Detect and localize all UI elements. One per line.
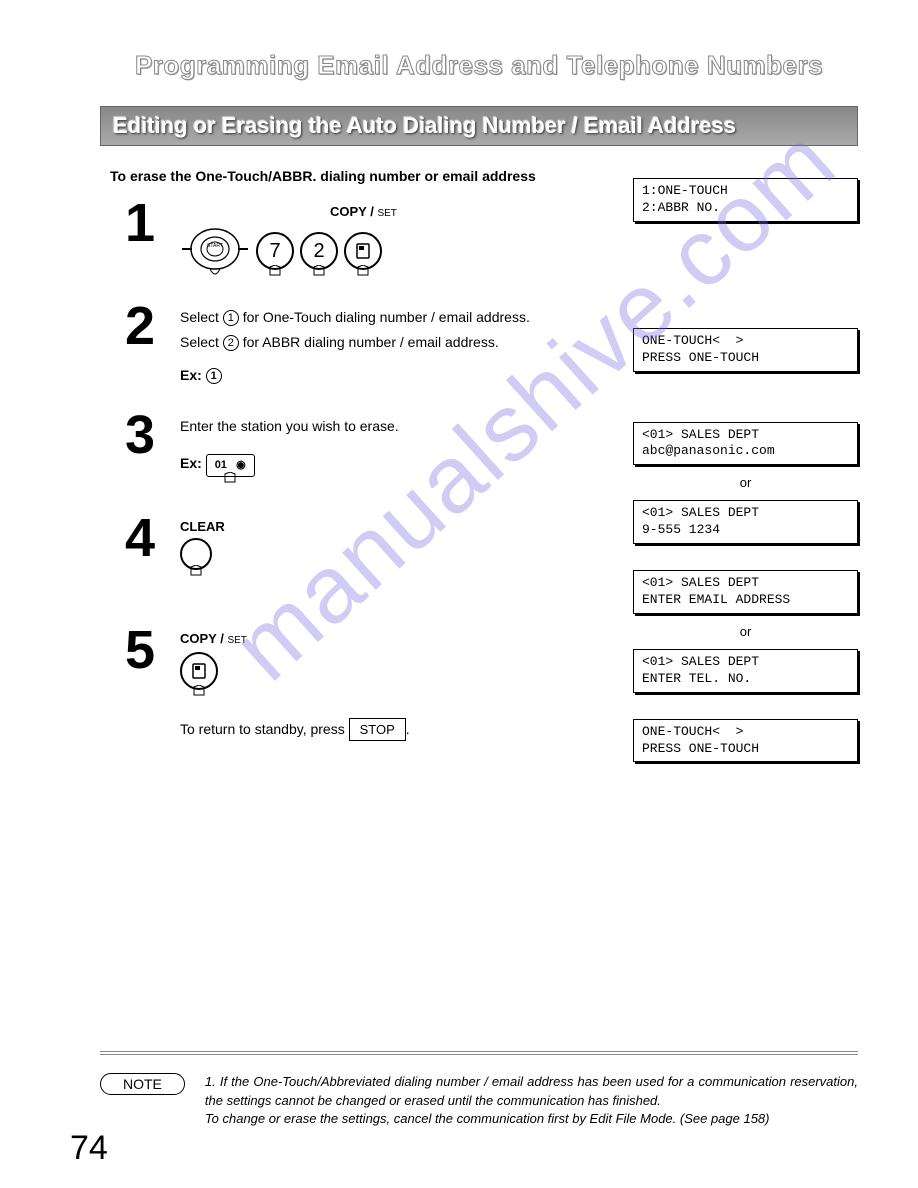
lcd-display: <01> SALES DEPT 9-555 1234 [633, 500, 858, 544]
page-number: 74 [70, 1129, 108, 1168]
or-label: or [633, 624, 858, 639]
clear-button-icon [180, 538, 212, 570]
press-hand-icon [187, 565, 205, 582]
press-hand-icon [190, 685, 208, 702]
press-hand-icon [266, 265, 284, 282]
lcd-display: 1:ONE-TOUCH 2:ABBR NO. [633, 178, 858, 222]
note-badge: NOTE [100, 1073, 185, 1095]
step-number: 2 [100, 299, 180, 353]
key-01-icon: 01 ◉ [206, 454, 255, 477]
section-subtitle: Editing or Erasing the Auto Dialing Numb… [100, 106, 858, 146]
svg-text:START: START [207, 243, 223, 249]
lcd-display: ONE-TOUCH< > PRESS ONE-TOUCH [633, 328, 858, 372]
lcd-column: 1:ONE-TOUCH 2:ABBR NO. ONE-TOUCH< > PRES… [633, 178, 858, 772]
step-number: 3 [100, 408, 180, 462]
lcd-display: <01> SALES DEPT abc@panasonic.com [633, 422, 858, 466]
step-number: 5 [100, 623, 180, 677]
key-7-icon: 7 [256, 232, 294, 270]
step-number: 1 [100, 196, 180, 250]
lcd-display: ONE-TOUCH< > PRESS ONE-TOUCH [633, 719, 858, 763]
press-hand-icon [354, 265, 372, 282]
lcd-display: <01> SALES DEPT ENTER EMAIL ADDRESS [633, 570, 858, 614]
press-hand-icon [221, 472, 239, 492]
divider [100, 1051, 858, 1055]
copy-set-icon [344, 232, 382, 270]
note-text: 1. If the One-Touch/Abbreviated dialing … [205, 1073, 858, 1128]
copy-set-icon [180, 652, 218, 690]
step-number: 4 [100, 511, 180, 565]
example-1-icon: 1 [206, 368, 222, 384]
key-2-icon: 2 [300, 232, 338, 270]
or-label: or [633, 475, 858, 490]
page-title: Programming Email Address and Telephone … [100, 50, 858, 81]
stop-button: STOP [349, 718, 406, 742]
lcd-display: <01> SALES DEPT ENTER TEL. NO. [633, 649, 858, 693]
start-dial-icon: START [180, 221, 250, 281]
option-1-icon: 1 [223, 310, 239, 326]
note-section: NOTE 1. If the One-Touch/Abbreviated dia… [100, 1051, 858, 1128]
option-2-icon: 2 [223, 335, 239, 351]
press-hand-icon [310, 265, 328, 282]
